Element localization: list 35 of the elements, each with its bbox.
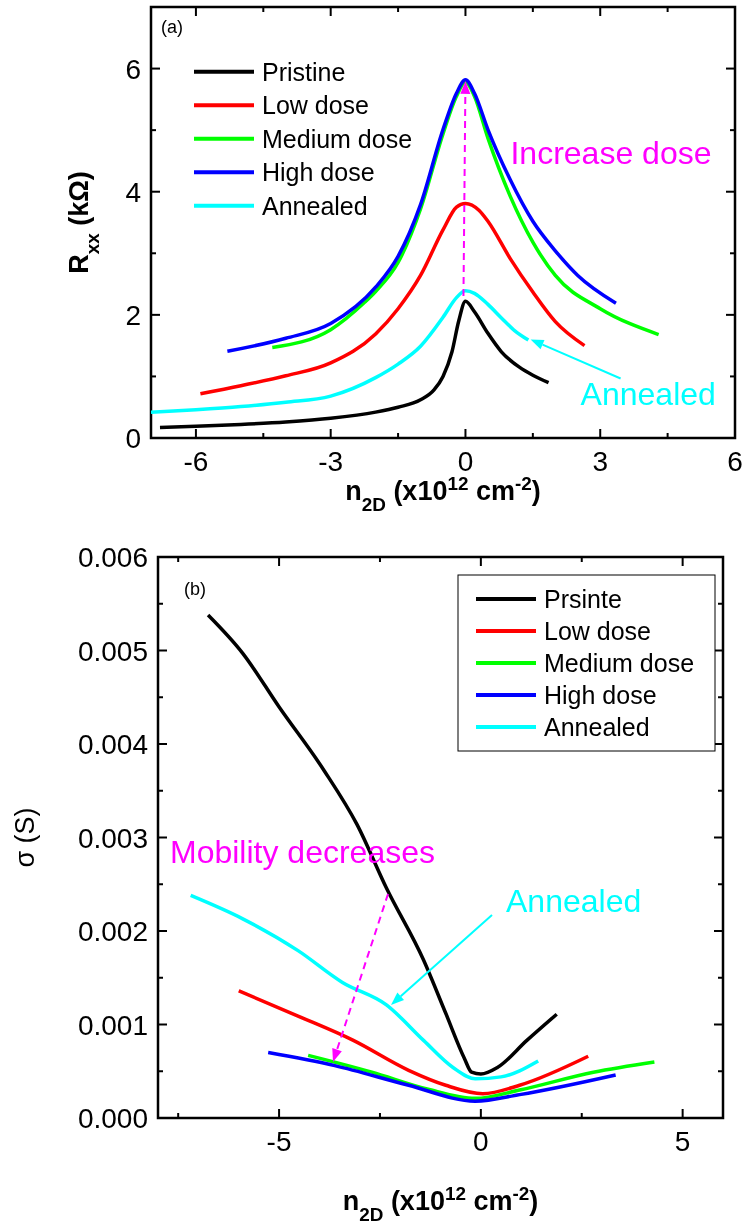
y-tick-label: 2 bbox=[125, 299, 141, 331]
y-axis-title: σ (S) bbox=[10, 807, 40, 868]
legend-label: Medium dose bbox=[262, 124, 413, 153]
annotation: (b) bbox=[184, 579, 206, 599]
legend-label: Medium dose bbox=[544, 649, 695, 677]
x-tick-label: -3 bbox=[318, 446, 344, 477]
legend-label: Low dose bbox=[262, 91, 370, 120]
legend-label: Annealed bbox=[262, 191, 368, 220]
y-tick-label: 0.002 bbox=[77, 916, 148, 947]
x-tick-label: 6 bbox=[727, 446, 743, 477]
annotation: (a) bbox=[161, 17, 183, 37]
annotation: Increase dose bbox=[510, 134, 712, 171]
y-tick-label: 0.005 bbox=[77, 635, 148, 667]
legend-label: High dose bbox=[262, 158, 375, 187]
legend-label: Low dose bbox=[544, 617, 652, 645]
x-tick-label: -5 bbox=[266, 1126, 292, 1157]
x-tick-label: 3 bbox=[592, 446, 609, 477]
y-tick-label: 0 bbox=[125, 423, 141, 454]
legend-label: Prsinte bbox=[544, 585, 622, 613]
y-tick-label: 0.001 bbox=[77, 1009, 148, 1041]
y-tick-label: 4 bbox=[125, 176, 141, 208]
y-tick-label: 0.003 bbox=[77, 822, 148, 854]
x-tick-label: 0 bbox=[473, 1126, 489, 1157]
x-axis-title: n$_{2D}$ (x10$^{12}$ cm$^{-2}$) bbox=[342, 1182, 539, 1225]
legend-label: High dose bbox=[544, 681, 657, 709]
annotation: Annealed bbox=[506, 883, 642, 919]
annotation: Annealed bbox=[580, 376, 716, 413]
legend-label: Pristine bbox=[262, 57, 346, 86]
y-tick-label: 0.006 bbox=[77, 542, 148, 573]
x-tick-label: 5 bbox=[674, 1126, 691, 1157]
y-tick-label: 0.000 bbox=[77, 1103, 148, 1134]
y-tick-label: 0.004 bbox=[77, 729, 148, 760]
y-tick-label: 6 bbox=[125, 53, 141, 85]
legend-label: Annealed bbox=[544, 713, 650, 741]
x-tick-label: -6 bbox=[183, 446, 209, 477]
